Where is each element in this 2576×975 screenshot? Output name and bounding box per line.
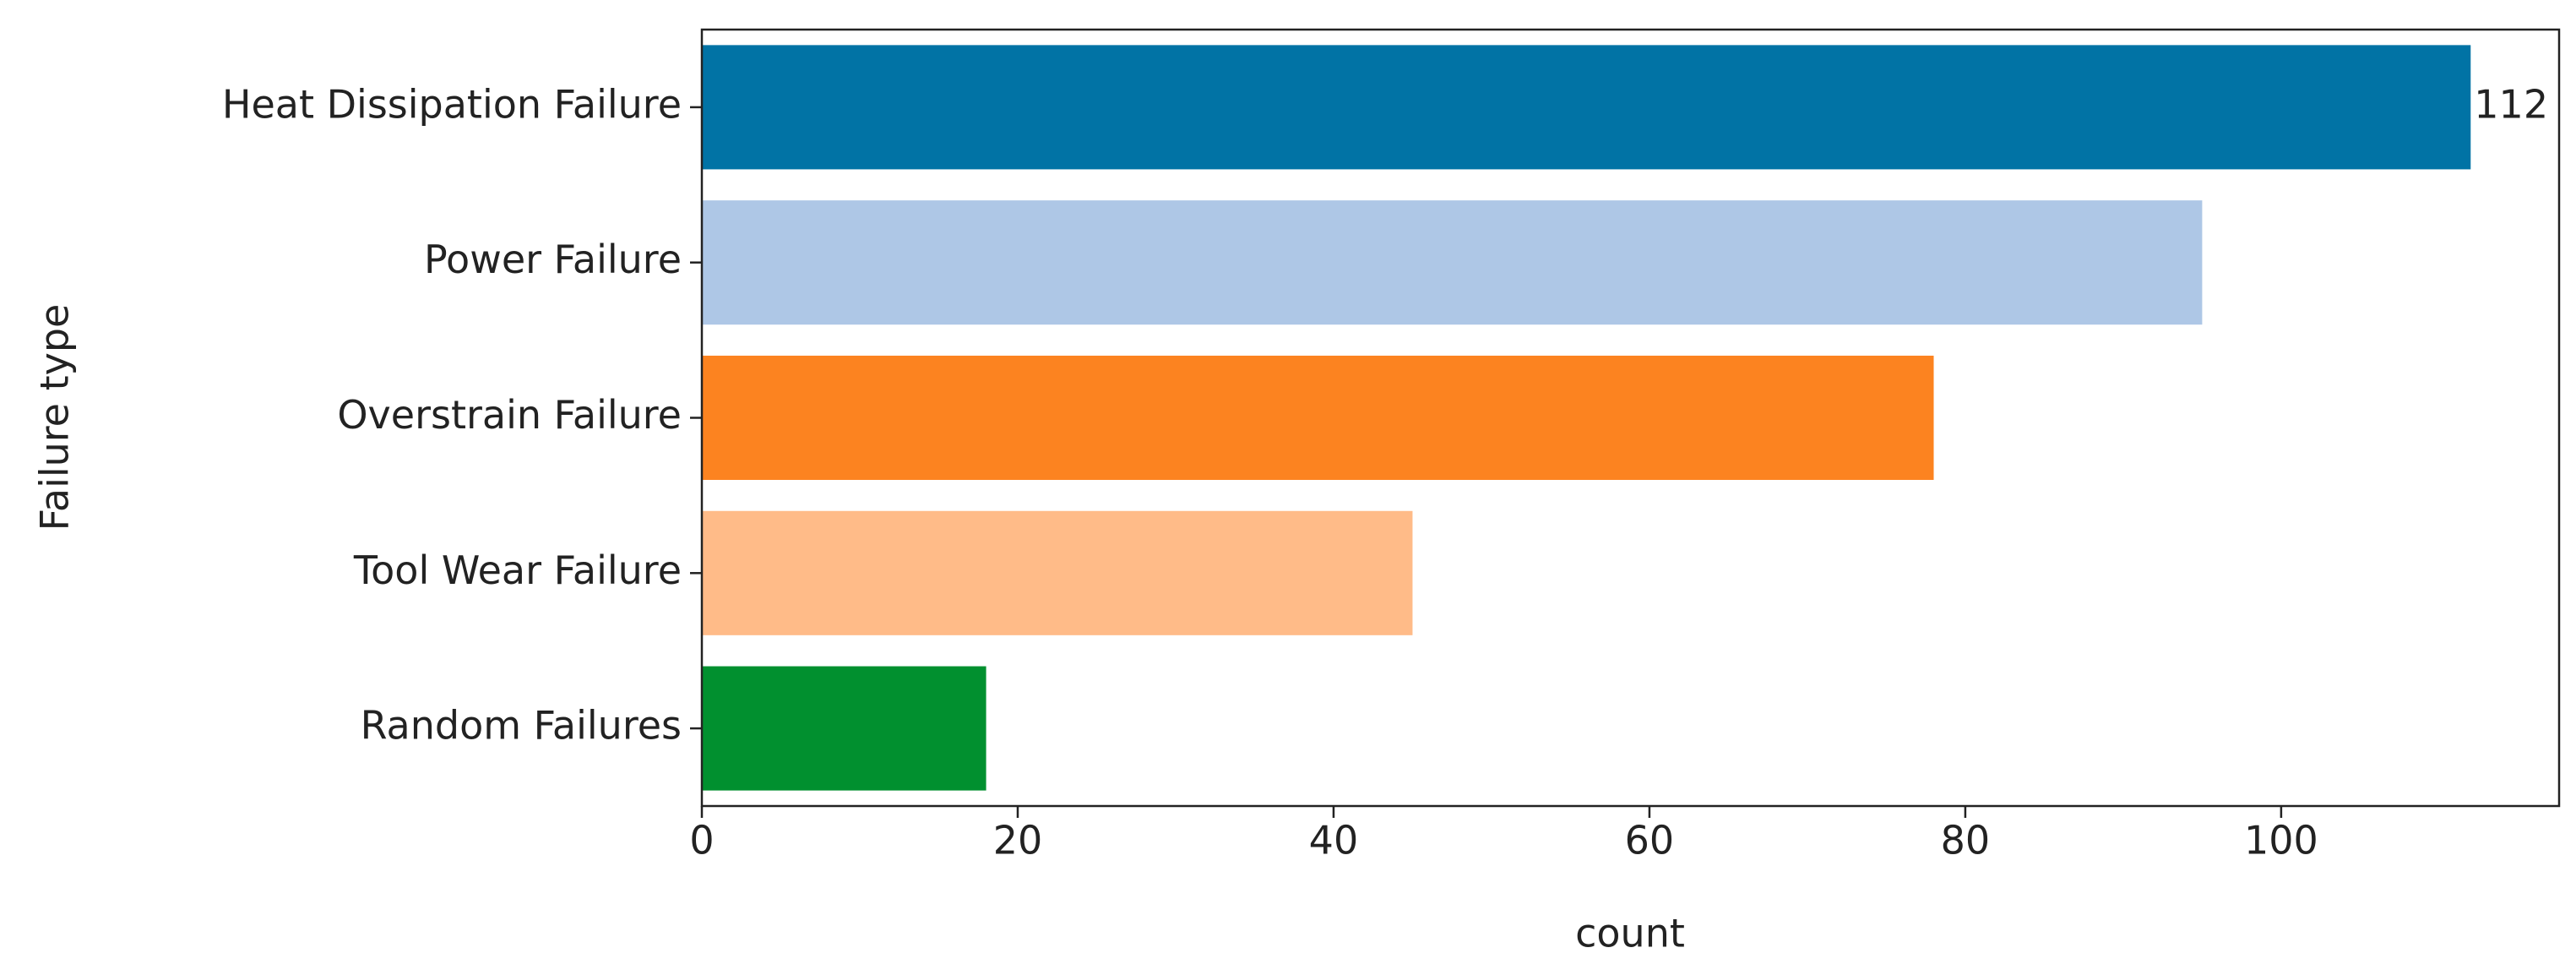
x-tick-label: 20 [993, 818, 1043, 863]
bar [702, 510, 1413, 635]
x-tick-label: 60 [1625, 818, 1675, 863]
value-label: 112 [2474, 81, 2548, 127]
y-tick-label: Overstrain Failure [337, 392, 682, 438]
bar [702, 45, 2471, 170]
x-tick-label: 0 [689, 818, 714, 863]
x-axis-label: count [1575, 911, 1685, 956]
bar [702, 355, 1934, 481]
x-tick-label: 80 [1941, 818, 1991, 863]
x-tick-label: 40 [1309, 818, 1359, 863]
y-tick-label: Random Failures [361, 703, 682, 749]
y-tick-label: Heat Dissipation Failure [222, 81, 682, 127]
bar [702, 200, 2203, 325]
y-tick-label: Power Failure [424, 237, 682, 282]
y-axis-label: Failure type [32, 304, 78, 531]
bar [702, 666, 986, 791]
x-tick-label: 100 [2244, 818, 2318, 863]
y-tick-label: Tool Wear Failure [353, 547, 682, 593]
plot-frame [700, 28, 2561, 808]
